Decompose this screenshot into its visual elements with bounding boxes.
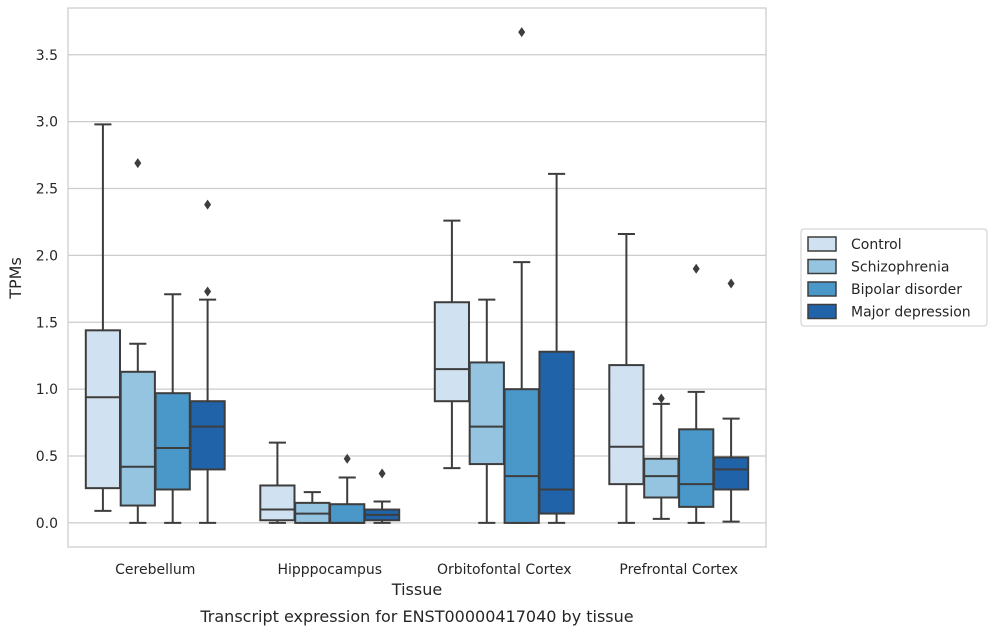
- y-axis-ticks: 0.0 0.5 1.0 1.5 2.0 2.5 3.0 3.5: [36, 48, 58, 532]
- box-iqr: [643, 457, 680, 499]
- box-schizophrenia: [643, 393, 680, 520]
- x-tick-label: Prefrontal Cortex: [619, 562, 738, 578]
- legend: Control Schizophrenia Bipolar disorder Majo…: [800, 228, 988, 327]
- boxes-layer: [84, 27, 750, 524]
- x-axis-label: Tissue: [391, 580, 442, 599]
- box-schizophrenia: [468, 298, 505, 524]
- legend-label: Major depression: [851, 305, 971, 321]
- legend-swatch: [807, 303, 837, 320]
- box-bipolar-disorder: [678, 263, 715, 524]
- outlier-point: [378, 468, 386, 479]
- outlier-point: [692, 263, 700, 274]
- x-tick-label: Cerebellum: [115, 562, 195, 578]
- y-tick-label: 0.5: [36, 449, 58, 465]
- y-axis-label: TPMs: [6, 257, 25, 300]
- box-bipolar-disorder: [329, 453, 366, 524]
- box-major-depression: [712, 278, 750, 523]
- x-tick-label: Orbitofontal Cortex: [437, 562, 572, 578]
- box-control: [84, 123, 122, 512]
- legend-swatch: [807, 258, 837, 275]
- box-bipolar-disorder: [154, 293, 191, 524]
- box-schizophrenia: [294, 491, 331, 524]
- legend-label: Bipolar disorder: [851, 282, 962, 298]
- box-iqr: [468, 361, 505, 466]
- y-tick-label: 2.5: [36, 182, 58, 198]
- box-iqr: [678, 428, 715, 508]
- y-tick-label: 3.5: [36, 48, 58, 64]
- box-iqr: [84, 329, 122, 490]
- box-iqr: [608, 364, 645, 486]
- legend-swatch: [807, 236, 837, 252]
- y-tick-label: 2.0: [36, 248, 58, 264]
- y-tick-label: 1.0: [36, 382, 58, 398]
- box-iqr: [154, 392, 191, 491]
- outlier-point: [727, 278, 735, 289]
- chart-caption: Transcript expression for ENST0000041704…: [199, 607, 633, 626]
- legend-swatch: [807, 281, 837, 297]
- plot-frame: [67, 7, 767, 548]
- box-iqr: [329, 503, 366, 524]
- outlier-point: [134, 158, 142, 169]
- outlier-point: [657, 393, 665, 404]
- legend-label: Schizophrenia: [851, 260, 949, 276]
- x-axis-ticks: Cerebellum Hipppocampus Orbitofontal Corte…: [115, 562, 738, 578]
- box-bipolar-disorder: [503, 27, 540, 524]
- box-iqr: [503, 388, 540, 524]
- x-tick-label: Hipppocampus: [277, 562, 382, 578]
- box-iqr: [712, 456, 750, 491]
- box-major-depression: [538, 172, 575, 524]
- box-control: [433, 219, 471, 470]
- legend-label: Control: [851, 237, 902, 253]
- box-iqr: [189, 400, 226, 471]
- legend-frame: [800, 228, 988, 327]
- outlier-point: [518, 27, 526, 38]
- y-tick-label: 1.5: [36, 315, 58, 331]
- box-iqr: [119, 370, 156, 507]
- box-iqr: [259, 484, 296, 522]
- outlier-point: [204, 199, 212, 210]
- y-tick-label: 3.0: [36, 115, 58, 131]
- box-control: [259, 441, 296, 524]
- outlier-point: [204, 286, 212, 297]
- outlier-point: [343, 453, 351, 464]
- y-tick-label: 0.0: [36, 516, 58, 532]
- box-schizophrenia: [119, 158, 156, 524]
- box-iqr: [433, 301, 471, 403]
- box-iqr: [538, 350, 575, 515]
- box-major-depression: [363, 468, 401, 524]
- box-control: [608, 233, 645, 524]
- box-major-depression: [189, 199, 226, 524]
